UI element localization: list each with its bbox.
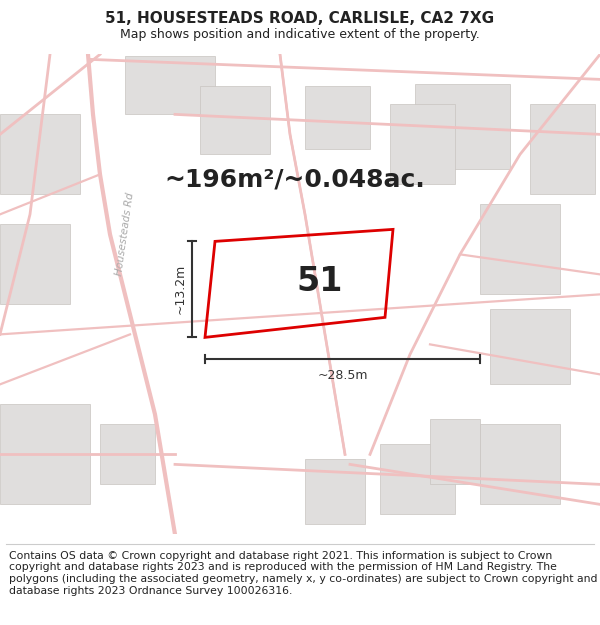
- Text: 51: 51: [296, 265, 343, 298]
- Text: ~28.5m: ~28.5m: [317, 369, 368, 382]
- Polygon shape: [380, 444, 455, 514]
- Polygon shape: [415, 84, 510, 169]
- Polygon shape: [530, 104, 595, 194]
- Polygon shape: [0, 224, 70, 304]
- Text: Housesteads Rd: Housesteads Rd: [114, 192, 136, 277]
- Text: ~13.2m: ~13.2m: [174, 264, 187, 314]
- Polygon shape: [0, 404, 90, 504]
- Polygon shape: [430, 419, 480, 484]
- Polygon shape: [480, 204, 560, 294]
- Polygon shape: [200, 86, 270, 154]
- Text: Contains OS data © Crown copyright and database right 2021. This information is : Contains OS data © Crown copyright and d…: [9, 551, 598, 596]
- Polygon shape: [305, 86, 370, 149]
- Polygon shape: [125, 56, 215, 114]
- Polygon shape: [390, 104, 455, 184]
- Polygon shape: [0, 114, 80, 194]
- Polygon shape: [100, 424, 155, 484]
- Polygon shape: [305, 459, 365, 524]
- Text: 51, HOUSESTEADS ROAD, CARLISLE, CA2 7XG: 51, HOUSESTEADS ROAD, CARLISLE, CA2 7XG: [106, 11, 494, 26]
- Text: ~196m²/~0.048ac.: ~196m²/~0.048ac.: [164, 168, 425, 191]
- Polygon shape: [490, 309, 570, 384]
- Polygon shape: [480, 424, 560, 504]
- Text: Map shows position and indicative extent of the property.: Map shows position and indicative extent…: [120, 28, 480, 41]
